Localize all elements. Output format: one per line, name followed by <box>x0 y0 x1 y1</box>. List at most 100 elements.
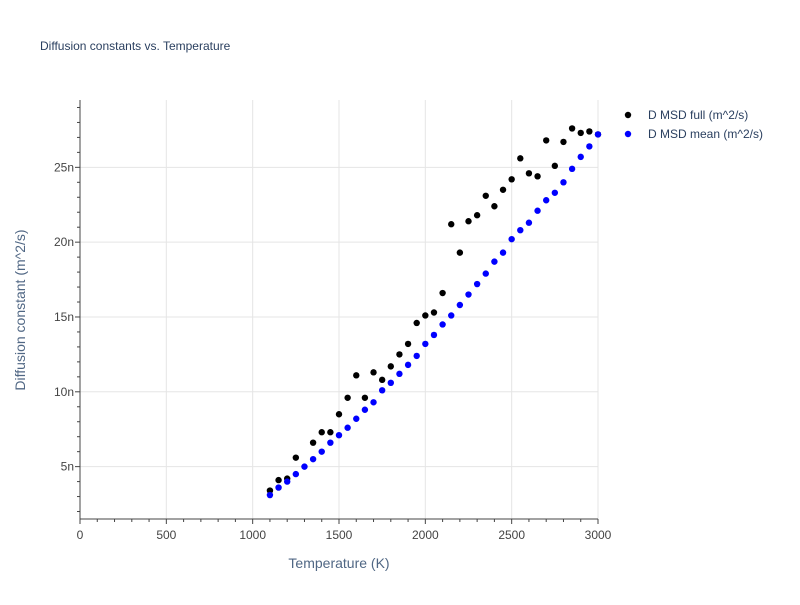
data-point[interactable] <box>266 487 274 494</box>
y-axis-title: Diffusion constant (m^2/s) <box>12 229 28 390</box>
data-point[interactable] <box>275 476 282 484</box>
data-point[interactable] <box>430 331 438 339</box>
data-point[interactable] <box>560 179 567 186</box>
data-point[interactable] <box>422 340 429 348</box>
data-point[interactable] <box>543 137 550 144</box>
data-point[interactable] <box>370 399 377 406</box>
data-point[interactable] <box>594 131 602 138</box>
data-point[interactable] <box>344 424 351 431</box>
data-point[interactable] <box>361 406 369 413</box>
data-point[interactable] <box>309 439 317 446</box>
x-tick-label: 0 <box>77 528 84 542</box>
data-point[interactable] <box>473 212 481 219</box>
data-point[interactable] <box>499 249 507 256</box>
y-tick-label: 20n <box>54 235 74 249</box>
data-point[interactable] <box>577 153 584 161</box>
data-point[interactable] <box>448 221 455 228</box>
data-point[interactable] <box>370 369 377 376</box>
data-point[interactable] <box>534 173 541 180</box>
data-point[interactable] <box>482 270 489 277</box>
data-point[interactable] <box>413 352 420 360</box>
data-point[interactable] <box>586 143 593 150</box>
data-point[interactable] <box>551 189 559 196</box>
legend[interactable]: D MSD full (m^2/s) D MSD mean (m^2/s) <box>624 108 763 141</box>
data-point[interactable] <box>327 439 334 446</box>
data-point[interactable] <box>465 218 472 225</box>
data-point[interactable] <box>387 363 394 370</box>
y-tick-label: 25n <box>54 160 74 174</box>
data-point[interactable] <box>508 176 515 183</box>
data-point[interactable] <box>396 351 403 358</box>
data-point[interactable] <box>517 226 524 234</box>
marks-layer <box>266 125 602 499</box>
data-point[interactable] <box>387 379 394 387</box>
legend-item-1[interactable]: D MSD mean (m^2/s) <box>624 127 763 141</box>
data-point[interactable] <box>456 301 464 309</box>
data-point[interactable] <box>353 372 360 379</box>
data-point[interactable] <box>404 340 412 348</box>
data-point[interactable] <box>439 321 446 328</box>
data-point[interactable] <box>430 309 438 316</box>
data-point[interactable] <box>327 429 334 436</box>
data-point[interactable] <box>318 448 325 455</box>
legend-label: D MSD mean (m^2/s) <box>648 127 763 141</box>
data-point[interactable] <box>404 361 412 369</box>
data-point[interactable] <box>560 138 567 146</box>
legend-label: D MSD full (m^2/s) <box>648 108 748 122</box>
x-tick-label: 2000 <box>412 528 439 542</box>
data-point[interactable] <box>517 155 524 162</box>
x-tick-label: 2500 <box>498 528 525 542</box>
data-point[interactable] <box>413 319 420 327</box>
data-point[interactable] <box>439 289 446 297</box>
data-point[interactable] <box>301 463 308 470</box>
data-point[interactable] <box>543 197 550 204</box>
x-tick-label: 3000 <box>585 528 612 542</box>
chart-title: Diffusion constants vs. Temperature <box>40 39 231 53</box>
data-point[interactable] <box>422 312 429 319</box>
data-point[interactable] <box>456 249 464 256</box>
data-point[interactable] <box>499 186 507 193</box>
data-point[interactable] <box>525 170 533 177</box>
data-point[interactable] <box>353 415 360 422</box>
data-point[interactable] <box>473 280 481 288</box>
data-point[interactable] <box>275 484 282 491</box>
data-point[interactable] <box>551 162 559 170</box>
data-point[interactable] <box>361 394 369 401</box>
data-point[interactable] <box>309 455 317 463</box>
axis-layer: 0 500 1000 1500 2000 2500 3000 5n 10n 15n 20n 25n <box>54 100 612 542</box>
data-point[interactable] <box>491 258 498 265</box>
data-point[interactable] <box>577 129 584 137</box>
data-point[interactable] <box>508 235 515 243</box>
x-tick-label: 1500 <box>326 528 353 542</box>
data-point[interactable] <box>378 387 386 394</box>
y-tick-label: 10n <box>54 385 74 399</box>
data-point[interactable] <box>335 432 343 439</box>
y-tick-label: 15n <box>54 310 74 324</box>
data-point[interactable] <box>396 370 403 378</box>
data-point[interactable] <box>292 454 300 461</box>
data-point[interactable] <box>448 312 455 319</box>
data-point[interactable] <box>482 192 489 199</box>
data-point[interactable] <box>525 219 533 226</box>
data-point[interactable] <box>378 376 386 384</box>
x-axis-title: Temperature (K) <box>288 555 389 571</box>
series-0-points <box>266 125 602 494</box>
data-point[interactable] <box>465 291 472 298</box>
x-tick-label: 500 <box>156 528 176 542</box>
series-1-points <box>266 131 602 499</box>
data-point[interactable] <box>344 394 351 401</box>
data-point[interactable] <box>266 491 274 499</box>
data-point[interactable] <box>335 411 343 418</box>
data-point[interactable] <box>586 128 593 135</box>
data-point[interactable] <box>318 429 325 436</box>
data-point[interactable] <box>292 470 300 478</box>
data-point[interactable] <box>284 478 291 485</box>
data-point[interactable] <box>534 207 541 214</box>
data-point[interactable] <box>568 165 576 173</box>
legend-item-0[interactable]: D MSD full (m^2/s) <box>624 108 749 122</box>
data-point[interactable] <box>568 125 576 132</box>
data-point[interactable] <box>491 203 498 210</box>
